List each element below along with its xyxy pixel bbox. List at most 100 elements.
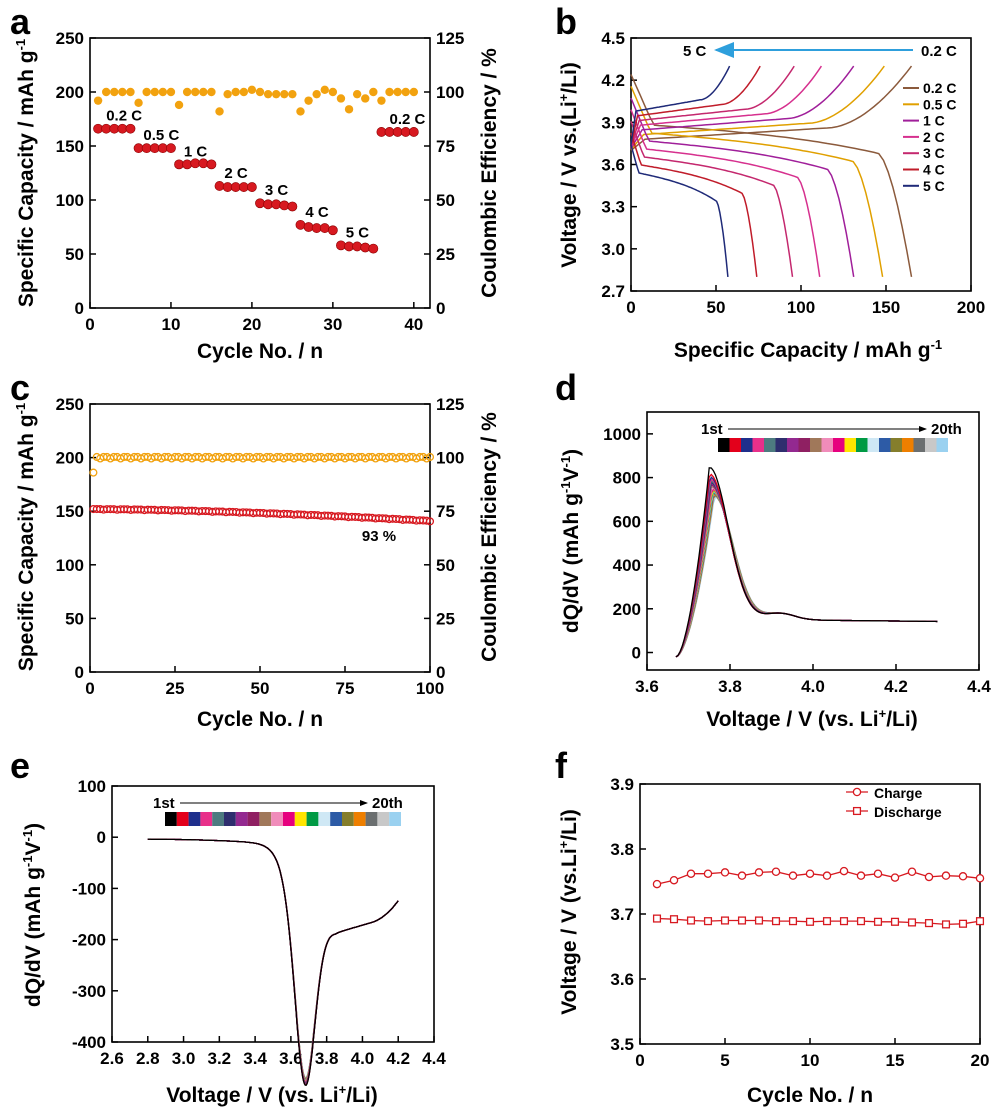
legend-label: 5 C xyxy=(923,178,945,194)
discharge-point xyxy=(771,917,781,926)
efficiency-point xyxy=(199,87,208,97)
panel-c-y-axis-label: Specific Capacity / mAh g-1 xyxy=(13,403,38,671)
efficiency-point xyxy=(425,452,435,462)
x-tick-label: 4.2 xyxy=(386,1049,410,1068)
charge-point xyxy=(839,866,849,876)
cycle-color-swatch xyxy=(365,812,378,826)
x-tick-label: 5 xyxy=(720,1051,729,1070)
panel-a-y2-axis-label: Coulombic Efficiency / % xyxy=(478,48,501,298)
legend-label: 0.5 C xyxy=(923,96,956,112)
cycle-color-swatch xyxy=(821,438,833,452)
charge-point xyxy=(720,868,730,877)
panel-c-y2-axis-label: Coulombic Efficiency / % xyxy=(478,412,501,662)
x-tick-label: 3.8 xyxy=(315,1049,339,1068)
dqdv-discharge-curve xyxy=(147,838,399,1086)
rate-annotation: 0.2 C xyxy=(106,108,142,125)
cycle-color-swatch xyxy=(856,438,868,452)
cycle-color-swatch xyxy=(764,438,776,452)
dqdv-charge-curve xyxy=(675,494,938,658)
efficiency-point xyxy=(215,107,224,116)
x-tick-label: 3.4 xyxy=(243,1049,267,1068)
dqdv-charge-curve xyxy=(675,481,938,658)
y2-tick-label: 125 xyxy=(436,29,464,48)
x-tick-label: 10 xyxy=(801,1051,820,1070)
rate-annotation: 0.2 C xyxy=(390,111,426,128)
charge-point xyxy=(703,869,713,878)
x-tick-label: 0 xyxy=(635,1051,644,1070)
discharge-point xyxy=(805,917,815,926)
charge-point xyxy=(805,869,815,878)
charge-point xyxy=(754,868,764,877)
efficiency-point xyxy=(126,87,135,97)
y-tick-label: 3.3 xyxy=(601,198,625,217)
y2-tick-label: 100 xyxy=(436,83,464,102)
efficiency-point xyxy=(377,96,386,105)
panel-e: 2.6 2.8 3.0 3.2 3.4 3.6 3.8 4.0 4.2 4.4 -400 -300 -2… xyxy=(20,777,446,1107)
discharge-point xyxy=(839,917,849,926)
cycle-color-swatch xyxy=(902,438,914,452)
y2-tick-label: 50 xyxy=(436,191,455,210)
cycle-color-swatch xyxy=(718,438,730,452)
rate-annotation: 2 C xyxy=(224,165,248,182)
efficiency-point xyxy=(191,87,200,97)
legend-label: 0.2 C xyxy=(923,80,956,96)
dqdv-charge-curve xyxy=(675,478,938,658)
panel-d-x-axis-label: Voltage / V (vs. Li+/Li) xyxy=(706,706,917,731)
charge-curve xyxy=(630,65,823,148)
legend-label: 3 C xyxy=(923,145,945,161)
capacity-point xyxy=(182,159,193,170)
panel-label-d: d xyxy=(555,367,577,408)
capacity-point xyxy=(287,201,298,212)
legend-label: 2 C xyxy=(923,129,945,145)
capacity-point xyxy=(352,241,363,252)
x-tick-label: 50 xyxy=(251,679,270,698)
efficiency-point xyxy=(304,96,313,105)
rate-annotation: 0.5 C xyxy=(143,127,179,144)
dqdv-discharge-curve xyxy=(147,838,399,1080)
discharge-curve xyxy=(630,121,794,278)
cycle-color-swatch xyxy=(389,812,401,826)
efficiency-point xyxy=(142,87,151,97)
charge-point xyxy=(873,869,883,878)
discharge-point xyxy=(907,918,917,927)
discharge-point xyxy=(669,915,679,924)
charge-point xyxy=(737,871,747,880)
legend-label: 4 C xyxy=(923,162,945,178)
charge-point xyxy=(788,871,798,880)
panel-label-c: c xyxy=(10,367,30,408)
efficiency-point xyxy=(393,87,402,97)
capacity-point xyxy=(336,240,346,251)
x-tick-label: 4.0 xyxy=(801,677,825,696)
discharge-point xyxy=(941,920,951,929)
charge-point xyxy=(686,869,696,878)
x-tick-label: 0 xyxy=(85,315,94,334)
y-tick-label: 4.5 xyxy=(601,29,625,48)
cycle-color-swatch xyxy=(176,812,189,826)
capacity-point xyxy=(271,199,282,210)
y-tick-label: 200 xyxy=(56,83,84,102)
y-tick-label: 100 xyxy=(56,191,84,210)
charge-point xyxy=(890,873,900,882)
dqdv-charge-curve xyxy=(675,491,938,658)
discharge-point xyxy=(873,917,883,926)
efficiency-point xyxy=(134,98,143,108)
efficiency-point xyxy=(247,85,257,95)
cycle-color-swatch xyxy=(798,438,810,452)
cycle-color-swatch xyxy=(294,812,307,826)
capacity-point xyxy=(303,222,314,232)
dqdv-discharge-curve xyxy=(147,838,399,1082)
cycle-color-swatch xyxy=(867,438,879,452)
dqdv-discharge-curve xyxy=(147,838,399,1084)
capacity-point xyxy=(206,159,217,170)
efficiency-point xyxy=(312,89,321,99)
y2-tick-label: 100 xyxy=(436,449,464,468)
x-tick-label: 20 xyxy=(971,1051,990,1070)
x-tick-label: 4.0 xyxy=(351,1049,375,1068)
cycle-color-swatch xyxy=(342,812,354,826)
y-tick-label: 150 xyxy=(56,502,84,521)
efficiency-point xyxy=(288,89,297,99)
x-tick-label: 25 xyxy=(166,679,185,698)
efficiency-point xyxy=(328,87,338,97)
y-tick-label: -100 xyxy=(72,879,106,898)
y-tick-label: 0 xyxy=(75,663,84,682)
